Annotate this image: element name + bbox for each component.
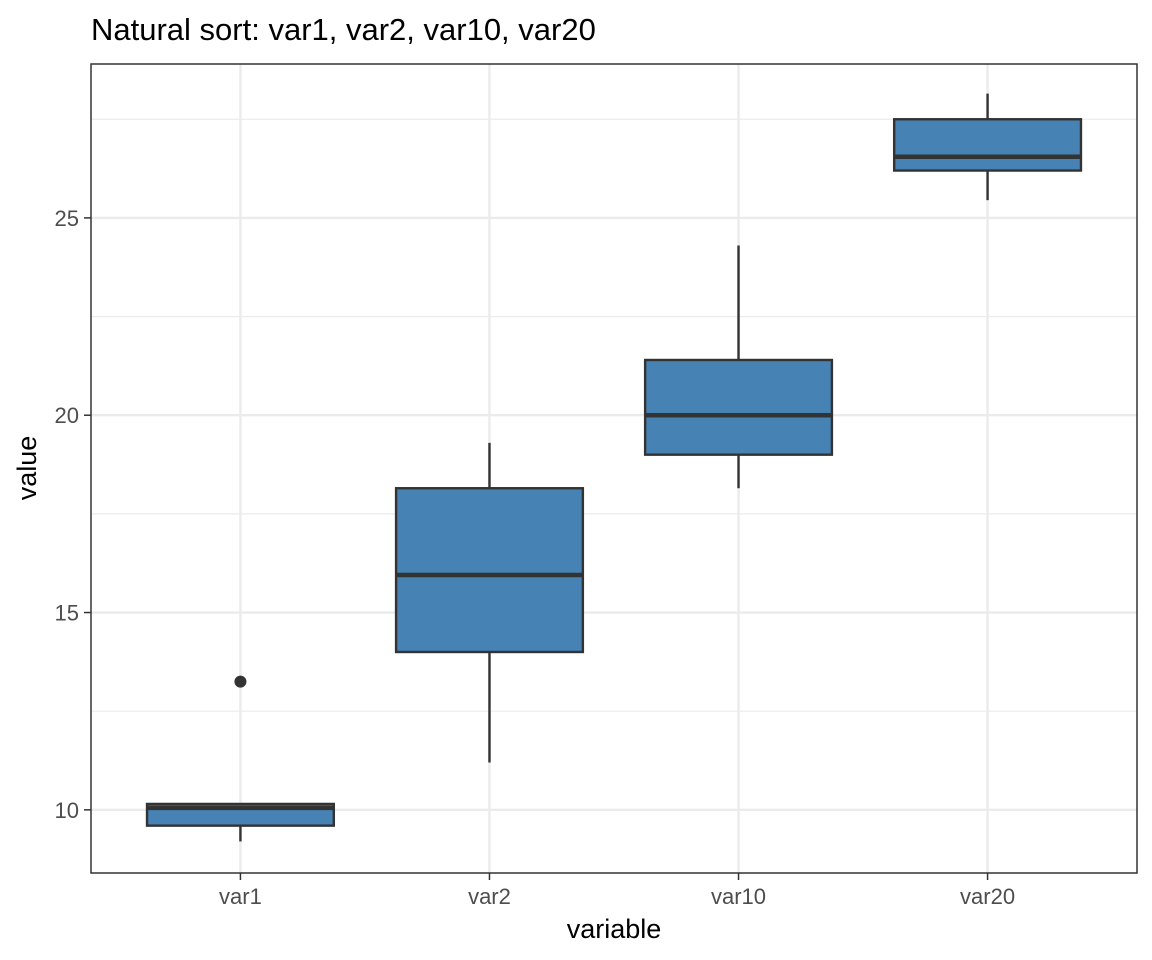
x-tick-label: var10 — [711, 884, 766, 909]
outlier-point — [234, 675, 247, 688]
plot-panel — [91, 64, 1137, 873]
box-var2 — [394, 442, 585, 763]
x-axis-title: variable — [567, 914, 662, 944]
y-tick-label: 10 — [55, 798, 79, 823]
box-iqr — [643, 358, 834, 456]
y-tick-label: 20 — [55, 403, 79, 428]
x-tick-label: var20 — [960, 884, 1015, 909]
box-iqr — [394, 487, 585, 654]
box-var1 — [145, 675, 336, 842]
axes: 10 15 20 25 var1 var2 var10 var20 — [55, 206, 1016, 909]
boxes — [145, 93, 1083, 842]
y-tick-label: 15 — [55, 601, 79, 626]
chart-title: Natural sort: var1, var2, var10, var20 — [91, 12, 596, 47]
y-tick-label: 25 — [55, 206, 79, 231]
x-tick-label: var1 — [219, 884, 262, 909]
x-tick-label: var2 — [468, 884, 511, 909]
y-axis-title: value — [12, 436, 42, 501]
box-iqr — [892, 118, 1083, 172]
plot-panel-border — [90, 63, 1138, 874]
box-var20 — [892, 93, 1083, 201]
box-var10 — [643, 245, 834, 489]
